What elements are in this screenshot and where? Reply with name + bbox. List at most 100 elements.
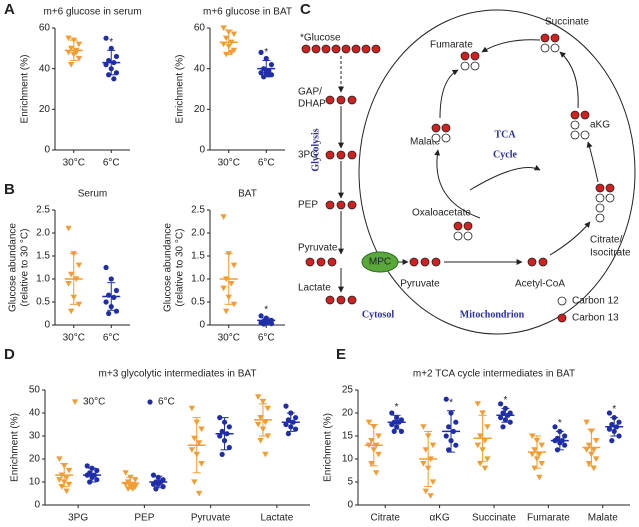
legend-label: Carbon 13 (572, 313, 619, 324)
carbon (331, 44, 341, 54)
y-tick-label: 0 (44, 145, 50, 156)
data-point (222, 35, 230, 42)
data-point (538, 461, 545, 467)
y-tick-label: 1.0 (36, 274, 50, 285)
carbon (431, 123, 441, 133)
cycle-label: Cycle (493, 149, 517, 160)
carbon (351, 44, 361, 54)
data-point (507, 419, 513, 425)
data-point (222, 308, 230, 315)
carbon (470, 61, 480, 71)
data-point (67, 62, 75, 68)
y-tick-label: 40 (194, 63, 206, 74)
data-point (230, 301, 238, 308)
carbon (361, 44, 371, 54)
metabolite-label: *Glucose (300, 33, 341, 44)
data-point (67, 271, 75, 278)
carbon (595, 193, 605, 203)
data-point (389, 421, 395, 428)
data-point (375, 451, 382, 458)
y-tick-label: 15 (342, 431, 354, 442)
chart-title: m+6 glucose in serum (43, 7, 141, 18)
data-point (422, 447, 429, 453)
data-point (111, 76, 117, 82)
metabolite-label: aKG (590, 120, 610, 131)
data-point (262, 451, 269, 458)
carbon (431, 257, 441, 267)
carbon (336, 295, 346, 305)
legend-label: 30°C (83, 397, 105, 408)
y-tick-label: 0 (199, 145, 205, 156)
annotation: * (449, 397, 453, 408)
data-point (592, 438, 600, 444)
metabolite-label: Acetyl-CoA (515, 279, 565, 290)
carbon (371, 44, 381, 54)
data-point (84, 463, 90, 469)
carbon (550, 43, 560, 53)
data-point (63, 488, 70, 495)
y-tick-label: 1.0 (191, 274, 205, 285)
data-point (65, 49, 72, 56)
data-point (476, 461, 484, 467)
data-point (476, 433, 484, 439)
data-point (283, 403, 289, 409)
arrow (439, 69, 459, 119)
x-tick-label: αKG (429, 513, 449, 524)
data-point (230, 31, 238, 38)
data-point (262, 419, 269, 426)
legend-marker (147, 399, 153, 405)
y-axis-label: Glucose abundance (8, 223, 19, 312)
data-point (258, 313, 264, 319)
data-point (228, 49, 235, 56)
carbon (347, 95, 357, 105)
arrow (469, 164, 541, 191)
y-tick-label: 2.0 (191, 228, 205, 239)
data-point (292, 426, 299, 432)
carbon (409, 257, 419, 267)
y-tick-label: 20 (29, 454, 41, 465)
y-tick-label: 0 (34, 500, 40, 511)
data-point (372, 470, 380, 476)
y-axis-label: Glucose abundance (163, 223, 174, 312)
annotation: * (503, 395, 507, 406)
metabolite-label: Fumarate (430, 40, 473, 51)
carbon (605, 193, 615, 203)
data-point (375, 433, 382, 439)
carbon (538, 257, 548, 267)
arrow (586, 141, 599, 183)
y-tick-label: 60 (194, 23, 206, 34)
chart-title: m+3 glycolytic intermediates in BAT (99, 369, 257, 380)
x-tick-label: 3PG (68, 513, 88, 524)
metabolite-label: Lactate (298, 283, 331, 294)
x-tick-label: Citrate (370, 513, 400, 524)
carbon (305, 257, 315, 267)
data-point (585, 442, 593, 449)
y-tick-label: 50 (29, 385, 41, 396)
x-tick-label: 30°C (63, 158, 85, 169)
y-tick-label: 2.0 (36, 228, 50, 239)
y-tick-label: 10 (342, 454, 354, 465)
data-point (198, 461, 205, 467)
data-point (422, 488, 429, 495)
carbon (470, 51, 480, 61)
y-axis-label: Enrichment (%) (10, 413, 21, 482)
annotation: * (264, 47, 268, 58)
data-point (616, 433, 622, 439)
data-point (268, 62, 275, 68)
data-point (188, 447, 196, 453)
mitochondrion (358, 9, 636, 335)
y-tick-label: 0.5 (36, 297, 50, 308)
data-point (217, 433, 223, 439)
metabolite-label: Malate (410, 137, 440, 148)
data-point (65, 281, 72, 287)
carbon (557, 313, 567, 323)
data-point (191, 435, 198, 442)
data-point (368, 438, 375, 444)
y-tick-label: 10 (29, 477, 41, 488)
x-tick-label: 30°C (63, 333, 85, 344)
data-point (562, 442, 568, 448)
carbon (321, 44, 331, 54)
y-tick-label: 2.5 (191, 205, 205, 216)
carbon (347, 150, 357, 160)
x-tick-label: 6°C (258, 158, 275, 169)
